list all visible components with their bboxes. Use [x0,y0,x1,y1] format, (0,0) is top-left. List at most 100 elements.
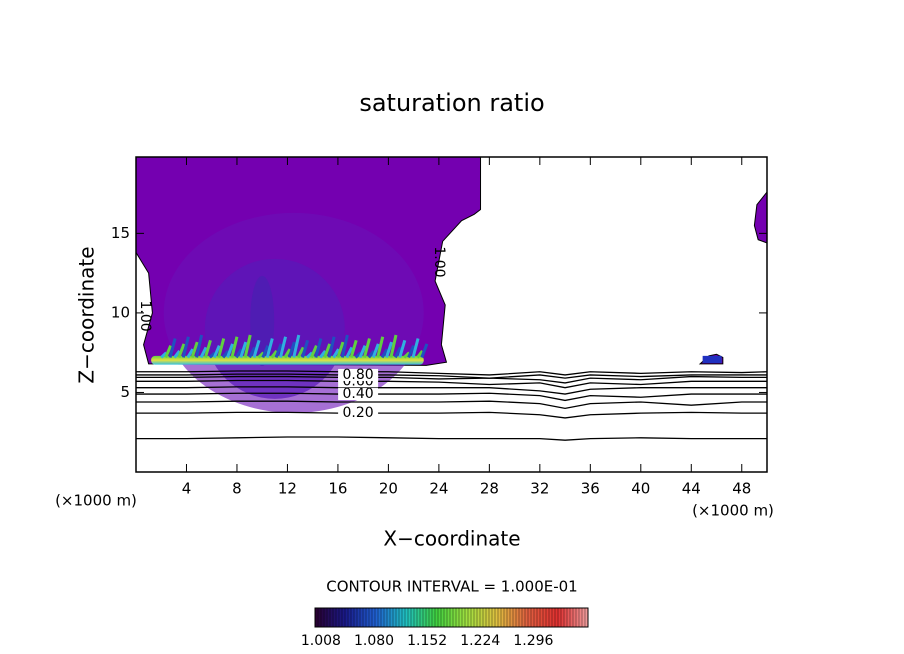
band-spike [168,338,177,358]
band-spike [301,339,310,358]
band-spike [230,336,239,358]
y-tick-label: 5 [120,383,130,401]
inner-shade [204,258,345,399]
y-tick-label: 15 [111,224,130,242]
x-tick-label: 48 [732,480,751,498]
x-tick-label: 44 [682,480,701,498]
band-spike [358,345,367,359]
band-spike [349,339,358,358]
contour-label-bg [338,388,379,401]
colorbar-tick-label: 1.296 [513,633,553,649]
contour-line [136,370,767,376]
band-spike [420,343,429,358]
band-spike [186,348,195,359]
contour-line [136,379,767,389]
colorbar-tick-label: 1.008 [301,633,341,649]
colorbar-tick-label: 1.224 [460,633,500,649]
contour-label-bg [338,407,379,420]
x-tick-label: 4 [182,480,192,498]
band-spike [332,348,340,359]
x-tick-label: 24 [429,480,448,498]
contour-label-bg [338,368,379,381]
x-tick-label: 36 [581,480,600,498]
band-spike [398,339,407,358]
band-spike [389,334,398,358]
band-spike [376,336,385,358]
band-spike [212,345,221,359]
contour-label: 0.20 [343,405,374,421]
inner-shade [250,275,275,366]
band-spike [261,345,270,359]
band-spike [416,349,424,359]
band-spike [208,351,216,359]
band-spike [403,351,411,359]
plot-area [136,157,767,441]
band-spike [190,341,199,358]
band-spike [257,351,265,359]
contour-label: 1.00 [431,246,447,277]
contour-interval: CONTOUR INTERVAL = 1.000E-01 [326,578,577,596]
colorbar [314,607,589,628]
band-spike [371,343,380,358]
band-spike [283,348,292,359]
band-spike [411,338,420,358]
contour-label: 0.80 [343,367,374,383]
x-tick-label: 20 [379,480,398,498]
band-spike [199,346,208,359]
band-spike [239,341,248,358]
contour-label: 0.40 [343,386,374,402]
x-tick-label: 32 [530,480,549,498]
chart-title: saturation ratio [359,89,544,117]
band-spike [274,343,283,358]
band-spike [177,343,186,358]
blob [702,355,722,364]
colorbar-tick-label: 1.152 [407,633,447,649]
y-axis-label: Z−coordinate [75,246,99,383]
band-spike [319,349,327,359]
x-tick-label: 12 [278,480,297,498]
plot-frame [135,156,768,473]
colorbar-tick-label: 1.080 [354,633,394,649]
band-spike [407,345,416,359]
x-unit: (×1000 m) [692,502,774,520]
band-spike [292,334,301,358]
band-spike [323,343,332,358]
contour-line [136,373,767,379]
band-spike [252,339,261,358]
band-spike [217,338,226,358]
band-spike [296,346,305,359]
band-spike [345,346,354,359]
band-spike [181,336,190,358]
contour-line [136,400,767,410]
band-spike [305,351,314,359]
band-spike [248,346,256,359]
band-spike [164,345,173,359]
band-spike [287,341,296,358]
high-band [151,355,424,365]
x-tick-label: 16 [328,480,347,498]
band-spike [221,349,230,359]
x-tick-label: 8 [232,480,242,498]
contour-line [136,392,767,402]
y-tick-label: 10 [111,303,130,321]
contour-line [136,411,767,419]
band-spike [265,338,274,358]
band-spike [279,336,288,358]
x-axis-label: X−coordinate [383,527,520,551]
band-spike [362,338,371,358]
band-spike [393,346,402,359]
x-unit: (×1000 m) [55,492,137,510]
x-tick-label: 40 [631,480,650,498]
band-spike [336,341,345,358]
contour-line [136,386,767,395]
band-spike [367,349,376,359]
band-spike [270,349,278,359]
band-spike [243,334,252,358]
saturation-region [753,191,767,244]
contour-line [136,436,767,441]
band-spike [203,339,212,358]
contour-label: 1.00 [137,301,153,332]
band-spike [385,341,393,358]
band-spike [310,345,318,359]
